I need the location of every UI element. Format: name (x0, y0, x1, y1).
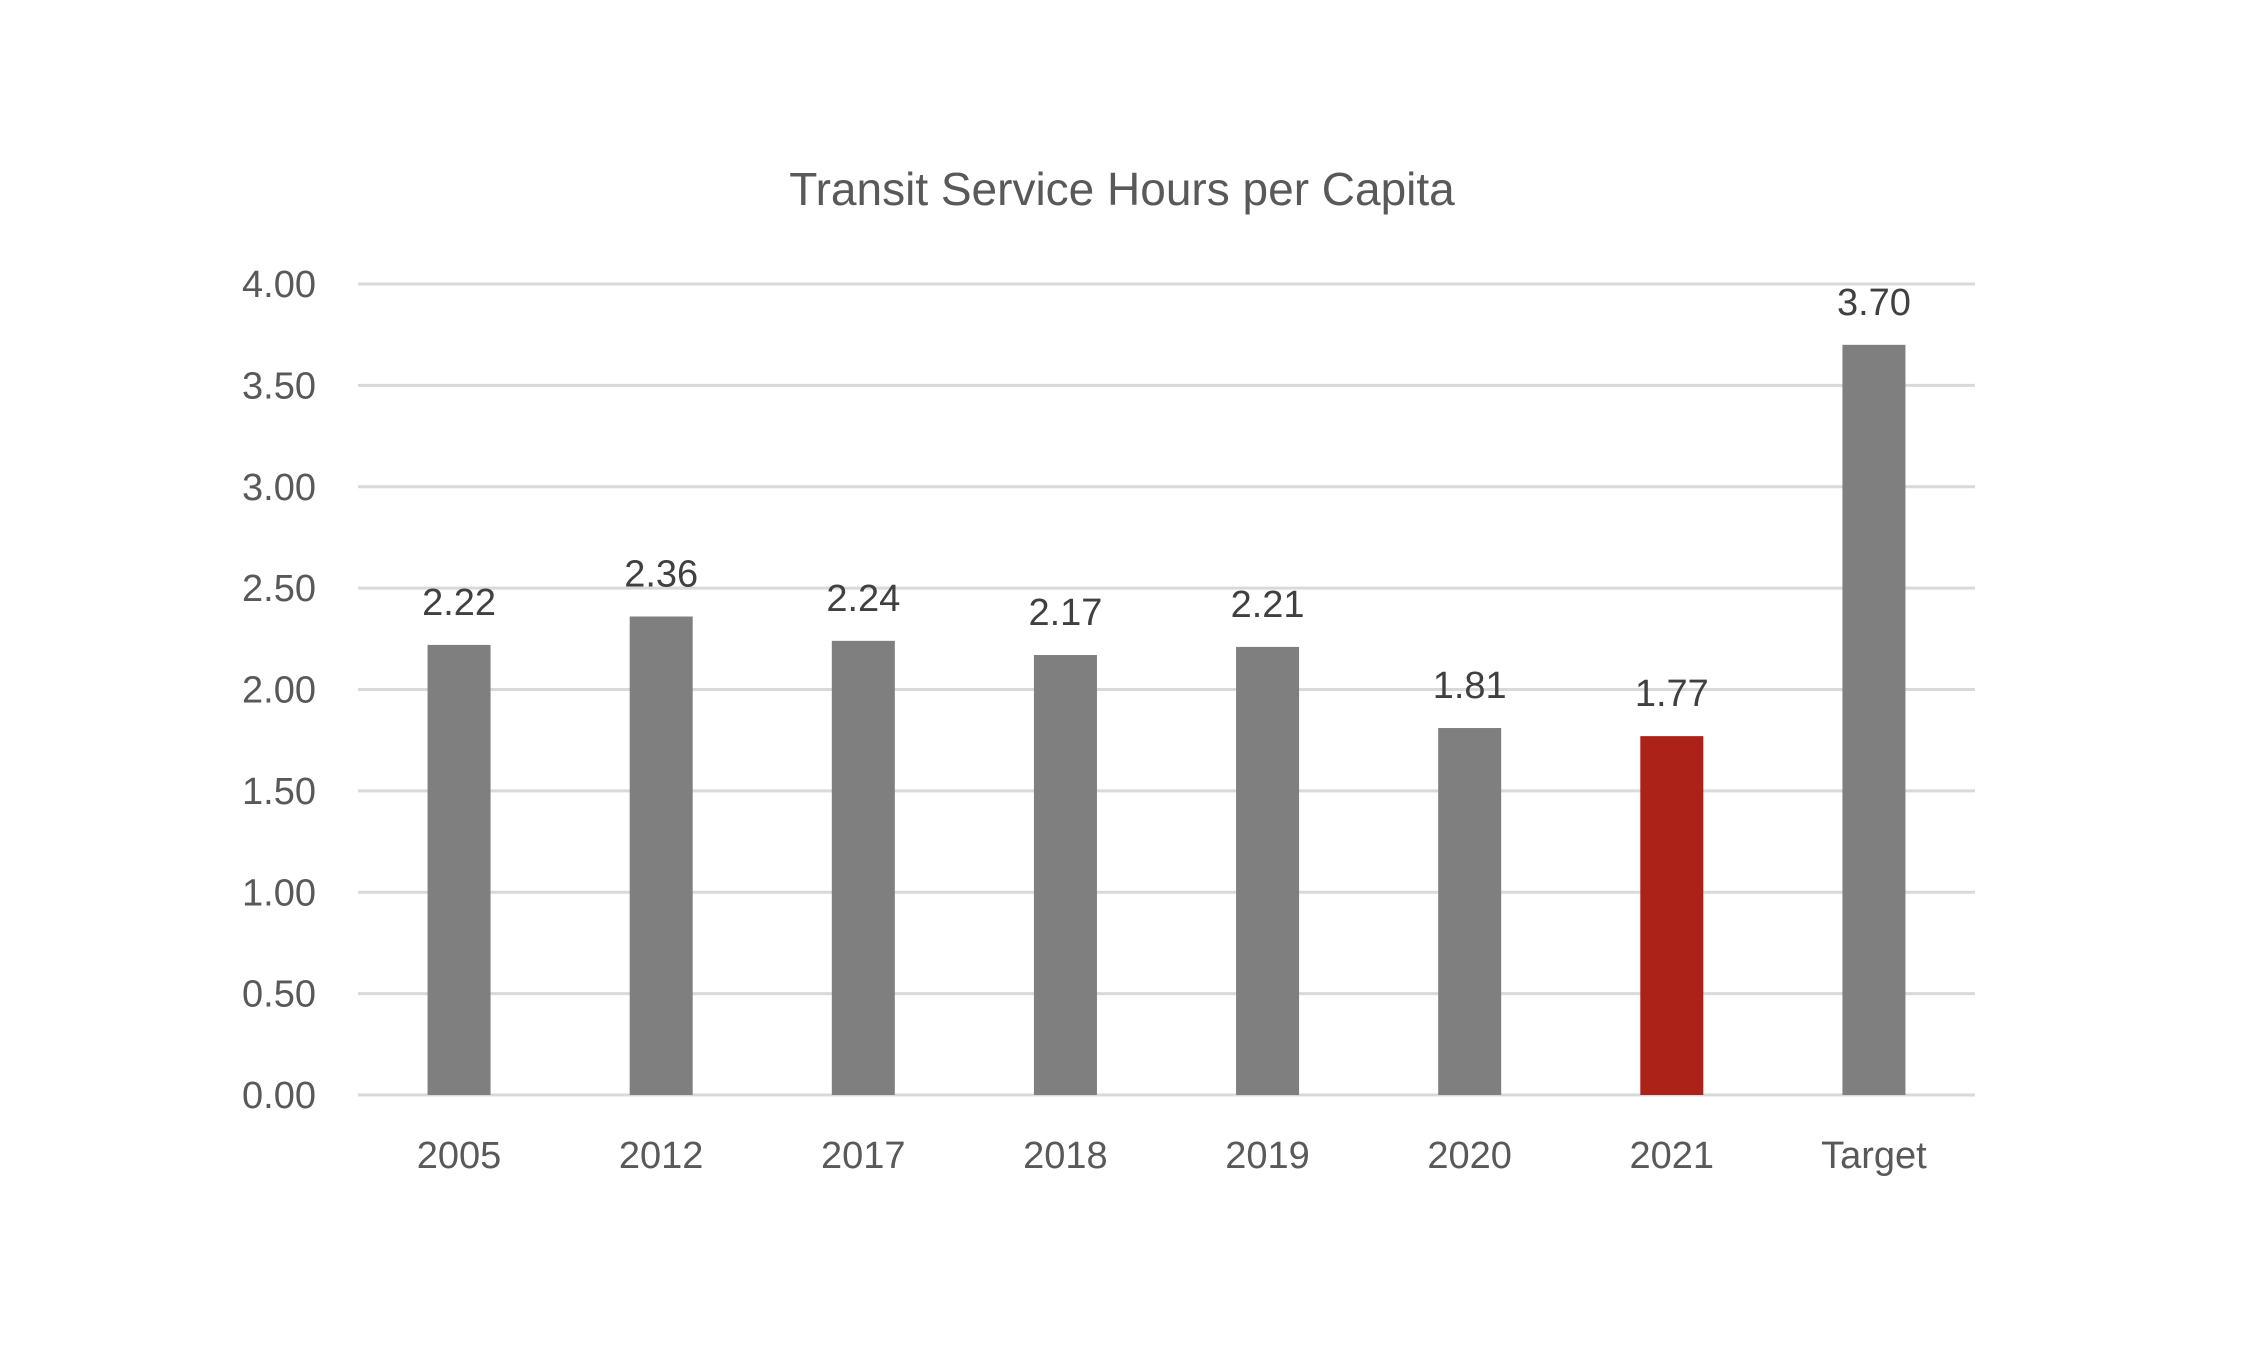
bar-2017 (831, 640, 895, 1095)
data-labels: 2.22 2.36 2.24 2.17 2.21 1.81 1.77 3.70 (422, 282, 1911, 715)
data-label: 2.22 (422, 582, 496, 624)
y-tick-label: 2.50 (242, 568, 316, 610)
data-label: 1.81 (1433, 665, 1507, 707)
x-tick-label: Target (1821, 1135, 1927, 1177)
y-tick-label: 0.00 (242, 1075, 316, 1117)
data-label: 2.17 (1028, 592, 1102, 634)
bar-target (1842, 344, 1906, 1095)
data-label: 3.70 (1837, 282, 1911, 324)
y-tick-label: 1.50 (242, 771, 316, 813)
x-tick-label: 2019 (1225, 1135, 1310, 1177)
y-tick-label: 4.00 (242, 264, 316, 306)
y-tick-label: 3.00 (242, 467, 316, 509)
bars (427, 344, 1906, 1095)
data-label: 1.77 (1635, 673, 1709, 715)
y-tick-label: 0.50 (242, 974, 316, 1016)
x-tick-label: 2021 (1630, 1135, 1715, 1177)
chart-title: Transit Service Hours per Capita (789, 163, 1455, 215)
y-axis-ticks: 0.00 0.50 1.00 1.50 2.00 2.50 3.00 3.50 4.00 (242, 264, 316, 1117)
data-label: 2.36 (624, 554, 698, 596)
y-tick-label: 1.00 (242, 872, 316, 914)
gridlines (358, 282, 1975, 1097)
y-tick-label: 3.50 (242, 365, 316, 407)
y-tick-label: 2.00 (242, 670, 316, 712)
bar-2021 (1640, 736, 1704, 1095)
x-tick-label: 2017 (821, 1135, 906, 1177)
x-tick-label: 2012 (619, 1135, 704, 1177)
bar-2019 (1236, 646, 1300, 1095)
x-axis-ticks: 2005 2012 2017 2018 2019 2020 2021 Target (417, 1135, 1927, 1177)
data-label: 2.24 (826, 578, 900, 620)
bar-2018 (1033, 655, 1097, 1095)
bar-2012 (629, 616, 693, 1095)
bar-2005 (427, 644, 491, 1095)
bar-2020 (1438, 728, 1502, 1095)
x-tick-label: 2005 (417, 1135, 502, 1177)
data-label: 2.21 (1231, 584, 1305, 626)
x-tick-label: 2018 (1023, 1135, 1108, 1177)
x-tick-label: 2020 (1427, 1135, 1512, 1177)
